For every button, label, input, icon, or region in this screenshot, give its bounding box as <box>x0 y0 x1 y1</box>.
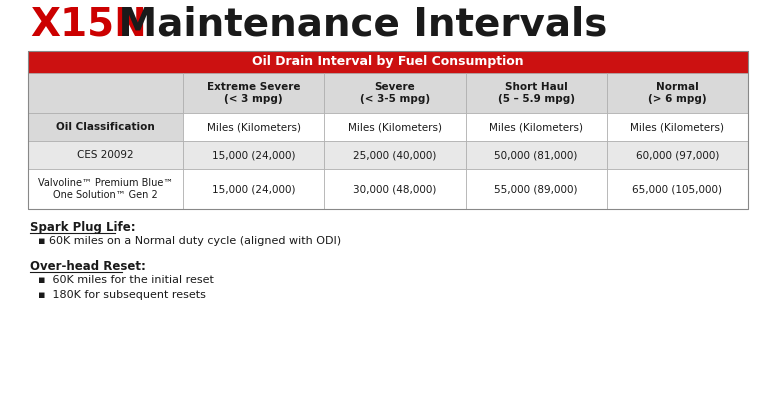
Text: CES 20092: CES 20092 <box>77 150 134 160</box>
Bar <box>324 73 465 113</box>
Text: 50,000 (81,000): 50,000 (81,000) <box>495 150 577 160</box>
Text: Normal
(> 6 mpg): Normal (> 6 mpg) <box>648 82 707 104</box>
Text: 55,000 (89,000): 55,000 (89,000) <box>495 184 578 194</box>
Text: Miles (Kilometers): Miles (Kilometers) <box>206 122 301 132</box>
Text: ▪  180K for subsequent resets: ▪ 180K for subsequent resets <box>38 290 206 300</box>
Bar <box>28 169 183 209</box>
Text: 65,000 (105,000): 65,000 (105,000) <box>632 184 723 194</box>
Text: Maintenance Intervals: Maintenance Intervals <box>105 6 608 44</box>
Bar <box>465 113 607 141</box>
Text: Oil Classification: Oil Classification <box>56 122 155 132</box>
Bar <box>28 141 183 169</box>
Text: Miles (Kilometers): Miles (Kilometers) <box>630 122 724 132</box>
Bar <box>183 113 324 141</box>
Bar <box>465 169 607 209</box>
Bar <box>183 169 324 209</box>
Bar <box>324 113 465 141</box>
Bar <box>465 73 607 113</box>
Bar <box>28 51 748 209</box>
Text: Severe
(< 3-5 mpg): Severe (< 3-5 mpg) <box>359 82 430 104</box>
Text: Miles (Kilometers): Miles (Kilometers) <box>348 122 442 132</box>
Bar <box>607 73 748 113</box>
Text: 15,000 (24,000): 15,000 (24,000) <box>212 184 295 194</box>
Bar <box>28 73 183 113</box>
Text: 25,000 (40,000): 25,000 (40,000) <box>353 150 437 160</box>
Text: 15,000 (24,000): 15,000 (24,000) <box>212 150 295 160</box>
Text: Miles (Kilometers): Miles (Kilometers) <box>489 122 583 132</box>
Bar <box>324 169 465 209</box>
Bar <box>183 73 324 113</box>
Text: 60,000 (97,000): 60,000 (97,000) <box>635 150 719 160</box>
Bar <box>607 169 748 209</box>
Text: Valvoline™ Premium Blue™
One Solution™ Gen 2: Valvoline™ Premium Blue™ One Solution™ G… <box>38 178 173 200</box>
Text: ▪ 60K miles on a Normal duty cycle (aligned with ODI): ▪ 60K miles on a Normal duty cycle (alig… <box>38 236 341 246</box>
Text: Extreme Severe
(< 3 mpg): Extreme Severe (< 3 mpg) <box>207 82 301 104</box>
Bar <box>465 141 607 169</box>
Text: Spark Plug Life:: Spark Plug Life: <box>30 221 135 234</box>
Text: X15N: X15N <box>30 6 147 44</box>
Bar <box>28 51 748 73</box>
Bar <box>183 141 324 169</box>
Text: ▪  60K miles for the initial reset: ▪ 60K miles for the initial reset <box>38 275 214 285</box>
Bar <box>28 113 183 141</box>
Text: Over-head Reset:: Over-head Reset: <box>30 260 146 273</box>
Text: Short Haul
(5 – 5.9 mpg): Short Haul (5 – 5.9 mpg) <box>498 82 574 104</box>
Bar <box>607 141 748 169</box>
Bar <box>607 113 748 141</box>
Text: Oil Drain Interval by Fuel Consumption: Oil Drain Interval by Fuel Consumption <box>252 56 524 69</box>
Text: 30,000 (48,000): 30,000 (48,000) <box>353 184 437 194</box>
Bar <box>324 141 465 169</box>
